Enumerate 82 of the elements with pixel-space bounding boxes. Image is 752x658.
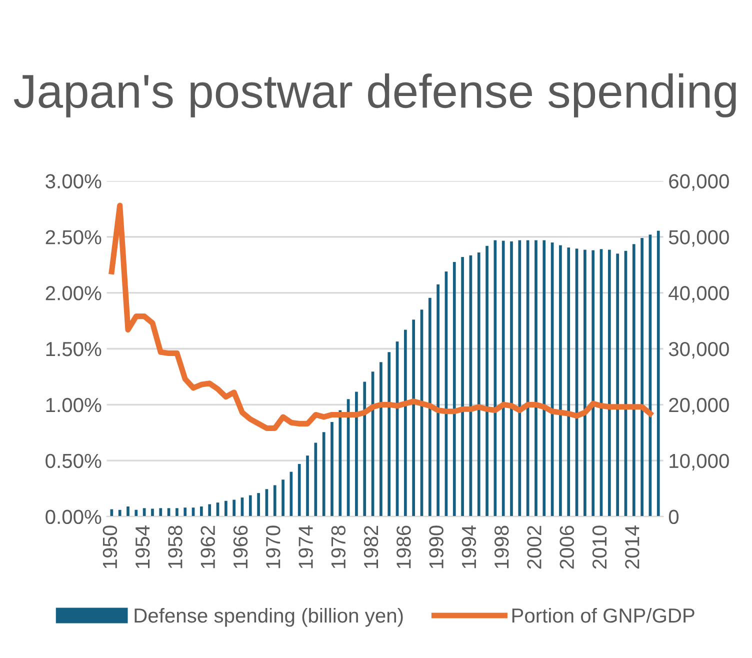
- y2-tick-label: 10,000: [670, 454, 729, 470]
- x-tick-label: 2002: [527, 526, 542, 569]
- bar: [404, 330, 407, 517]
- x-tick-label: 1982: [364, 526, 378, 568]
- bar: [388, 352, 391, 517]
- bar: [282, 480, 284, 517]
- bar: [380, 362, 382, 517]
- bar: [567, 248, 570, 517]
- x-tick-label: 1994: [462, 525, 476, 568]
- bar: [428, 298, 432, 517]
- y2-tick-label: 60,000: [669, 174, 729, 191]
- legend-label: Defense spending (billion yen): [134, 608, 403, 627]
- bar: [184, 508, 187, 517]
- y-tick-label: 3.00%: [46, 174, 102, 188]
- bar: [518, 240, 522, 517]
- bar: [322, 432, 326, 517]
- y-tick-label: 0.50%: [46, 454, 102, 468]
- bar: [159, 508, 162, 517]
- bar: [584, 250, 586, 517]
- x-tick-label: 1954: [135, 525, 150, 568]
- bar: [273, 485, 276, 517]
- bar: [248, 495, 252, 517]
- x-tick-label: 1998: [494, 526, 509, 568]
- y-tick-label: 1.00%: [46, 398, 102, 412]
- bar: [232, 500, 236, 517]
- bar: [592, 250, 595, 517]
- x-tick-label: 2010: [592, 526, 607, 569]
- x-tick-label: 1962: [200, 526, 215, 568]
- x-tick-label: 1990: [429, 526, 444, 568]
- x-tick-label: 2006: [560, 526, 574, 569]
- bar: [257, 493, 260, 517]
- y-tick-label: 0.00%: [46, 510, 102, 524]
- y2-tick-label: 0: [668, 510, 679, 524]
- bar: [298, 464, 301, 517]
- bar: [502, 240, 505, 517]
- legend-label: Portion of GNP/GDP: [512, 608, 694, 623]
- bar: [176, 508, 178, 517]
- chart-title: Japan's postwar defense spending: [14, 73, 736, 118]
- bar: [494, 240, 497, 517]
- bar: [412, 320, 416, 517]
- bar: [534, 240, 538, 517]
- bar: [436, 284, 440, 517]
- bar: [224, 500, 228, 517]
- bar: [314, 442, 318, 517]
- x-tick-label: 1950: [102, 526, 118, 568]
- bar: [640, 238, 644, 517]
- y-tick-label: 2.00%: [46, 286, 102, 300]
- bar: [616, 254, 619, 517]
- bar: [461, 257, 464, 517]
- bar: [134, 510, 138, 517]
- bar: [151, 508, 154, 517]
- bar: [126, 506, 130, 517]
- x-tick-label: 1958: [168, 526, 182, 568]
- bar: [200, 506, 203, 517]
- bar: [363, 382, 366, 517]
- x-tick-label: 1974: [298, 525, 313, 568]
- bar: [452, 262, 456, 517]
- x-tick-label: 1966: [233, 526, 248, 568]
- x-tick-label: 1970: [266, 526, 280, 568]
- bar: [542, 240, 546, 517]
- bar: [208, 504, 212, 517]
- bar: [118, 510, 122, 517]
- y2-tick-label: 40,000: [668, 286, 729, 303]
- bar: [486, 246, 488, 517]
- y2-tick-label: 30,000: [668, 342, 729, 359]
- bar: [510, 241, 513, 517]
- y-tick-label: 2.50%: [46, 230, 102, 244]
- x-tick-label: 1978: [331, 526, 346, 568]
- y-tick-label: 1.50%: [46, 342, 102, 356]
- y2-tick-label: 20,000: [669, 398, 729, 415]
- bar: [608, 250, 611, 517]
- x-tick-label: 1986: [396, 526, 411, 568]
- bar: [559, 245, 562, 517]
- bar: [338, 410, 342, 517]
- bar: [632, 244, 636, 517]
- bar: [355, 392, 358, 517]
- bar: [477, 252, 480, 517]
- y2-tick-label: 50,000: [668, 230, 729, 247]
- bar: [306, 456, 309, 517]
- bar: [656, 230, 660, 517]
- bar: [330, 422, 334, 517]
- x-tick-label: 2014: [625, 525, 640, 569]
